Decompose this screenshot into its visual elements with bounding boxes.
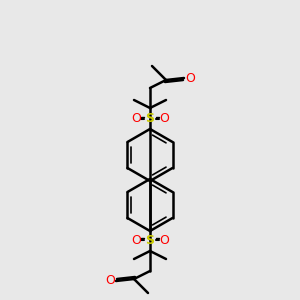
Text: O: O [105, 274, 115, 287]
Text: O: O [159, 112, 169, 125]
Text: O: O [131, 233, 141, 247]
Text: S: S [146, 112, 154, 125]
Text: O: O [185, 71, 195, 85]
Text: O: O [131, 112, 141, 125]
Text: O: O [159, 233, 169, 247]
Text: S: S [146, 233, 154, 247]
